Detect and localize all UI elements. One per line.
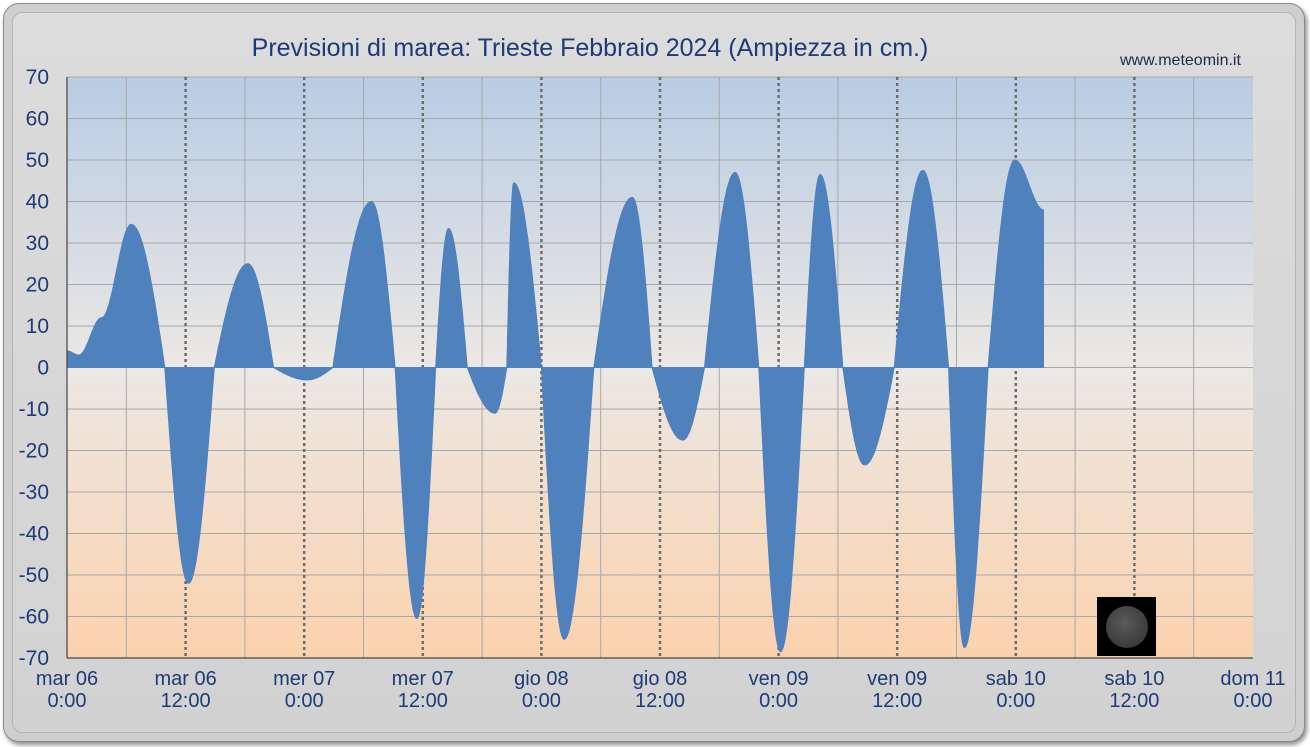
y-tick-label: -10 [19,398,49,421]
x-tick-day: gio 08 [514,668,569,690]
y-tick-label: 0 [37,357,49,380]
x-tick-day: mer 07 [392,668,454,690]
x-tick-day: mar 06 [36,668,98,690]
x-tick-time: 12:00 [161,690,211,712]
x-tick-time: 0:00 [759,690,798,712]
site-label: www.meteomin.it [1120,52,1241,69]
y-tick-label: 60 [26,108,49,131]
y-tick-label: -40 [19,523,49,546]
y-tick-label: 50 [26,149,49,172]
y-tick-label: 30 [26,232,49,255]
x-tick-day: mar 06 [154,668,216,690]
y-axis-ticks: 70 60 50 40 30 20 10 0 -10 -20 -30 -40 -50 -60 -70 [19,66,49,670]
y-tick-label: 20 [26,274,49,297]
x-tick-time: 12:00 [398,690,448,712]
x-tick-time: 0:00 [285,690,324,712]
y-tick-label: -70 [19,647,49,670]
x-tick-time: 12:00 [872,690,922,712]
x-tick-day: ven 09 [749,668,809,690]
x-tick-time: 12:00 [1109,690,1159,712]
y-tick-label: 10 [26,315,49,338]
x-tick-label: sab 100:00 [986,668,1046,712]
y-tick-label: -20 [19,440,49,463]
chart-title: Previsioni di marea: Trieste Febbraio 20… [251,34,929,62]
moon-phase-icon [1097,597,1156,656]
y-tick-label: -50 [19,564,49,587]
x-tick-time: 12:00 [635,690,685,712]
x-tick-label: dom 110:00 [1220,668,1285,712]
x-tick-day: dom 11 [1220,668,1285,690]
tide-area [66,159,1044,653]
x-tick-label: mar 060:00 [36,668,98,712]
x-tick-time: 0:00 [996,690,1035,712]
y-tick-label: 70 [26,66,49,89]
x-tick-day: ven 09 [867,668,927,690]
x-tick-label: mer 070:00 [273,668,335,712]
x-tick-day: mer 07 [273,668,335,690]
x-tick-day: sab 10 [1104,668,1164,690]
tide-series [66,159,1044,653]
x-tick-day: gio 08 [633,668,688,690]
x-tick-time: 0:00 [48,690,87,712]
x-tick-time: 0:00 [522,690,561,712]
y-tick-label: -60 [19,606,49,629]
x-tick-label: gio 080:00 [514,668,569,712]
x-tick-time: 0:00 [1234,690,1273,712]
y-tick-label: 40 [26,191,49,214]
axes [66,77,1253,659]
y-tick-label: -30 [19,481,49,504]
x-tick-day: sab 10 [986,668,1046,690]
x-tick-label: ven 090:00 [749,668,809,712]
